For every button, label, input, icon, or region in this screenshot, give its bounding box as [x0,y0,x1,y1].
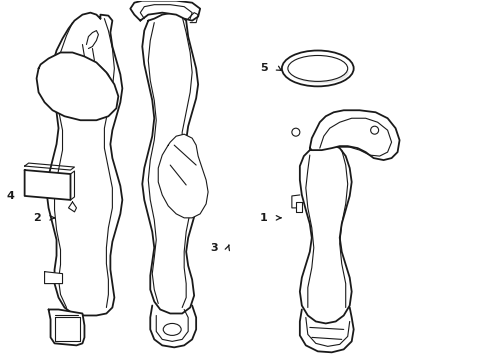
Ellipse shape [163,323,181,336]
Polygon shape [24,170,71,200]
Polygon shape [45,272,63,284]
Ellipse shape [282,50,354,86]
Polygon shape [300,144,352,323]
Ellipse shape [288,55,348,81]
Polygon shape [310,110,399,160]
Text: 3: 3 [210,243,218,253]
Polygon shape [142,13,198,314]
Polygon shape [158,134,208,218]
Ellipse shape [291,62,349,84]
Text: 4: 4 [7,191,15,201]
Text: 1: 1 [260,213,268,223]
Text: 2: 2 [33,213,41,223]
Polygon shape [47,13,122,315]
Polygon shape [49,310,84,345]
Polygon shape [37,53,119,120]
Text: 5: 5 [260,63,268,73]
Polygon shape [130,1,200,21]
Polygon shape [296,202,302,212]
